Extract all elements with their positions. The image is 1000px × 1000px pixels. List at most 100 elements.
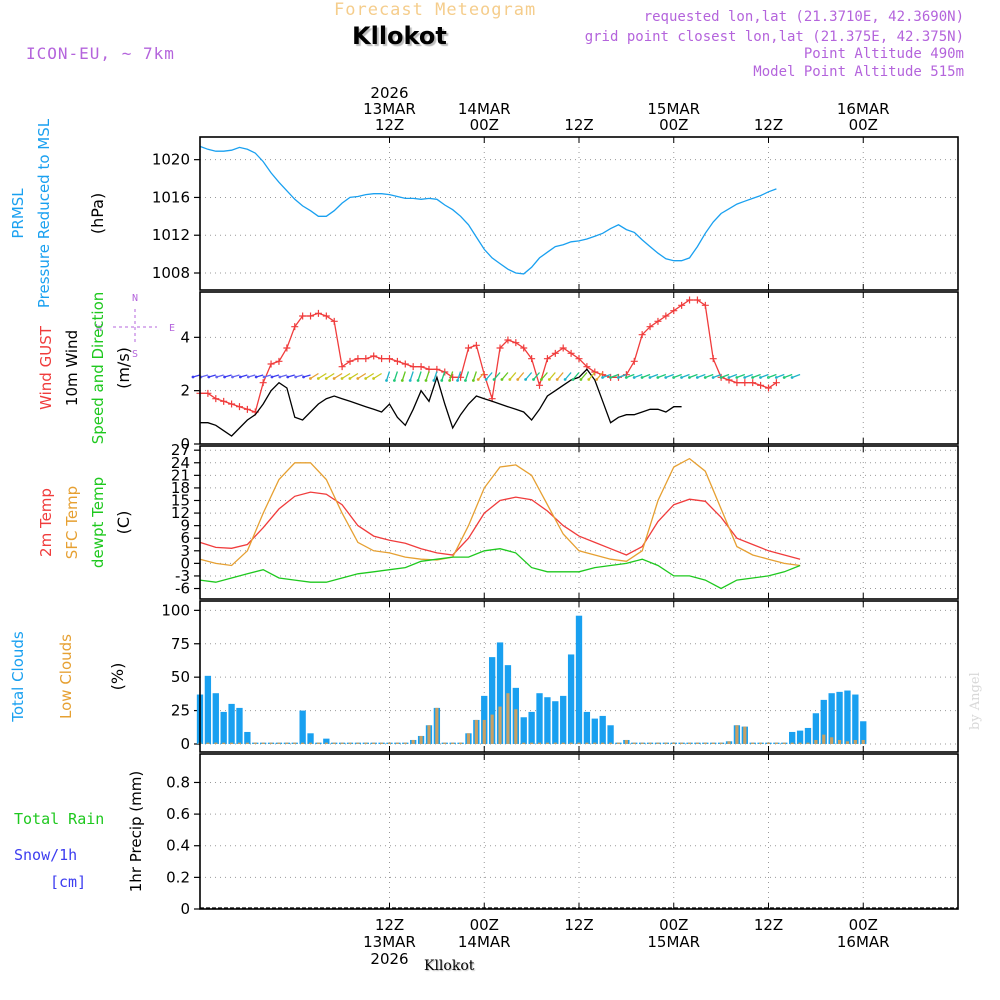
- wind-arrow-head: [688, 376, 691, 379]
- gust-marker: [354, 355, 362, 363]
- wind-arrow: [752, 373, 761, 379]
- gust-marker: [464, 344, 472, 352]
- gust-marker: [291, 323, 299, 331]
- wind-arrow: [556, 372, 564, 380]
- wind-arrow: [697, 373, 706, 379]
- gust-marker: [559, 344, 567, 352]
- wind-arrow: [349, 372, 359, 380]
- wind-arrow-head: [664, 376, 668, 379]
- low-cloud-bar: [822, 734, 826, 744]
- gust-marker: [654, 317, 662, 325]
- wind-arrow-head: [408, 379, 412, 382]
- wind-arrow: [493, 372, 501, 380]
- wind-arrow-head: [231, 375, 234, 379]
- low-cloud-bar: [656, 742, 660, 744]
- wind-arrow: [665, 373, 674, 379]
- low-cloud-bar: [751, 742, 755, 744]
- gust-marker: [299, 312, 307, 320]
- low-cloud-bar: [861, 739, 865, 744]
- bottom-time-label: 12Z: [375, 916, 404, 934]
- gust-marker: [701, 301, 709, 309]
- low-cloud-bar: [553, 742, 557, 744]
- y-tick-label: 1008: [152, 264, 190, 282]
- total-cloud-bar: [820, 699, 827, 744]
- bottom-time-label: 16MAR: [837, 933, 890, 951]
- low-cloud-bar: [719, 742, 723, 744]
- top-time-label: 14MAR: [458, 100, 511, 118]
- low-cloud-bar: [774, 742, 778, 744]
- low-cloud-bar: [332, 742, 336, 744]
- wind-arrow-head: [595, 378, 599, 381]
- total-cloud-bar: [212, 693, 219, 744]
- low-cloud-bar: [206, 742, 210, 744]
- total-cloud-bar: [488, 657, 496, 744]
- bottom-time-label: 2026: [370, 950, 408, 968]
- bottom-time-label: 15MAR: [647, 933, 700, 951]
- wind-arrow-head: [476, 378, 480, 381]
- low-cloud-bar: [435, 707, 439, 744]
- low-cloud-bar: [695, 742, 700, 744]
- gust-marker: [362, 355, 370, 363]
- wind-arrow: [610, 373, 619, 379]
- low-cloud-bar: [395, 742, 399, 744]
- wind-arrow-head: [774, 376, 778, 379]
- low-cloud-bar: [680, 742, 684, 744]
- y-tick-label: 75: [171, 635, 190, 653]
- wind-arrow-head: [743, 376, 747, 379]
- y-tick-label: 0.4: [166, 837, 190, 855]
- y-tick-label: 50: [171, 668, 190, 686]
- wind-arrow: [533, 372, 541, 380]
- y-tick-label: 25: [171, 702, 190, 720]
- wind-arrow-head: [270, 375, 274, 379]
- y-tick-label: 9: [180, 517, 190, 535]
- top-time-label: 12Z: [564, 116, 593, 134]
- series-10m-wind: [200, 368, 682, 437]
- wind-arrow-head: [400, 379, 404, 382]
- gust-marker: [512, 339, 520, 347]
- top-time-label: 00Z: [849, 116, 878, 134]
- top-time-label: 2026: [370, 84, 408, 102]
- wind-arrow: [649, 373, 659, 379]
- panel-label: Total Clouds: [9, 631, 27, 723]
- low-cloud-bar: [759, 742, 763, 744]
- y-tick-label: 100: [161, 601, 190, 619]
- gust-marker: [472, 341, 480, 349]
- gust-marker: [575, 355, 583, 363]
- compass-cross: [113, 309, 157, 345]
- wind-arrow-head: [735, 376, 739, 379]
- wind-arrow-head: [262, 375, 266, 379]
- wind-arrow-head: [223, 375, 226, 379]
- total-cloud-bar: [236, 707, 243, 744]
- wind-arrow-head: [340, 377, 344, 380]
- wind-arrow-head: [727, 376, 731, 379]
- low-cloud-bar: [585, 742, 589, 744]
- precip-side-label: Snow/1h: [14, 846, 77, 864]
- panel-frame: [199, 600, 959, 753]
- wind-arrow-head: [471, 379, 475, 382]
- panel-label: PRMSL: [9, 188, 27, 239]
- gust-marker: [259, 379, 267, 387]
- wind-arrow-head: [579, 378, 583, 381]
- total-cloud-bar: [796, 730, 804, 744]
- wind-arrow-head: [790, 376, 794, 379]
- wind-arrow-head: [385, 379, 388, 382]
- panel-frame: [199, 291, 959, 445]
- total-cloud-bar: [228, 703, 235, 744]
- gust-marker: [314, 309, 322, 317]
- low-cloud-bar: [482, 719, 486, 744]
- total-cloud-bar: [204, 675, 212, 744]
- top-time-label: 00Z: [659, 116, 688, 134]
- total-cloud-bar: [544, 697, 551, 744]
- gust-marker: [212, 395, 220, 403]
- panel-label: 2m Temp: [37, 488, 55, 557]
- wind-arrow: [588, 372, 596, 380]
- panel-label: Wind GUST: [37, 325, 55, 410]
- panel-label: (%): [108, 663, 127, 691]
- total-cloud-bar: [299, 710, 306, 744]
- gust-marker: [235, 403, 243, 411]
- wind-arrow-head: [680, 376, 683, 379]
- wind-arrow: [618, 373, 627, 379]
- total-cloud-bar: [567, 654, 575, 744]
- top-time-label: 00Z: [470, 116, 499, 134]
- low-cloud-bar: [364, 742, 368, 744]
